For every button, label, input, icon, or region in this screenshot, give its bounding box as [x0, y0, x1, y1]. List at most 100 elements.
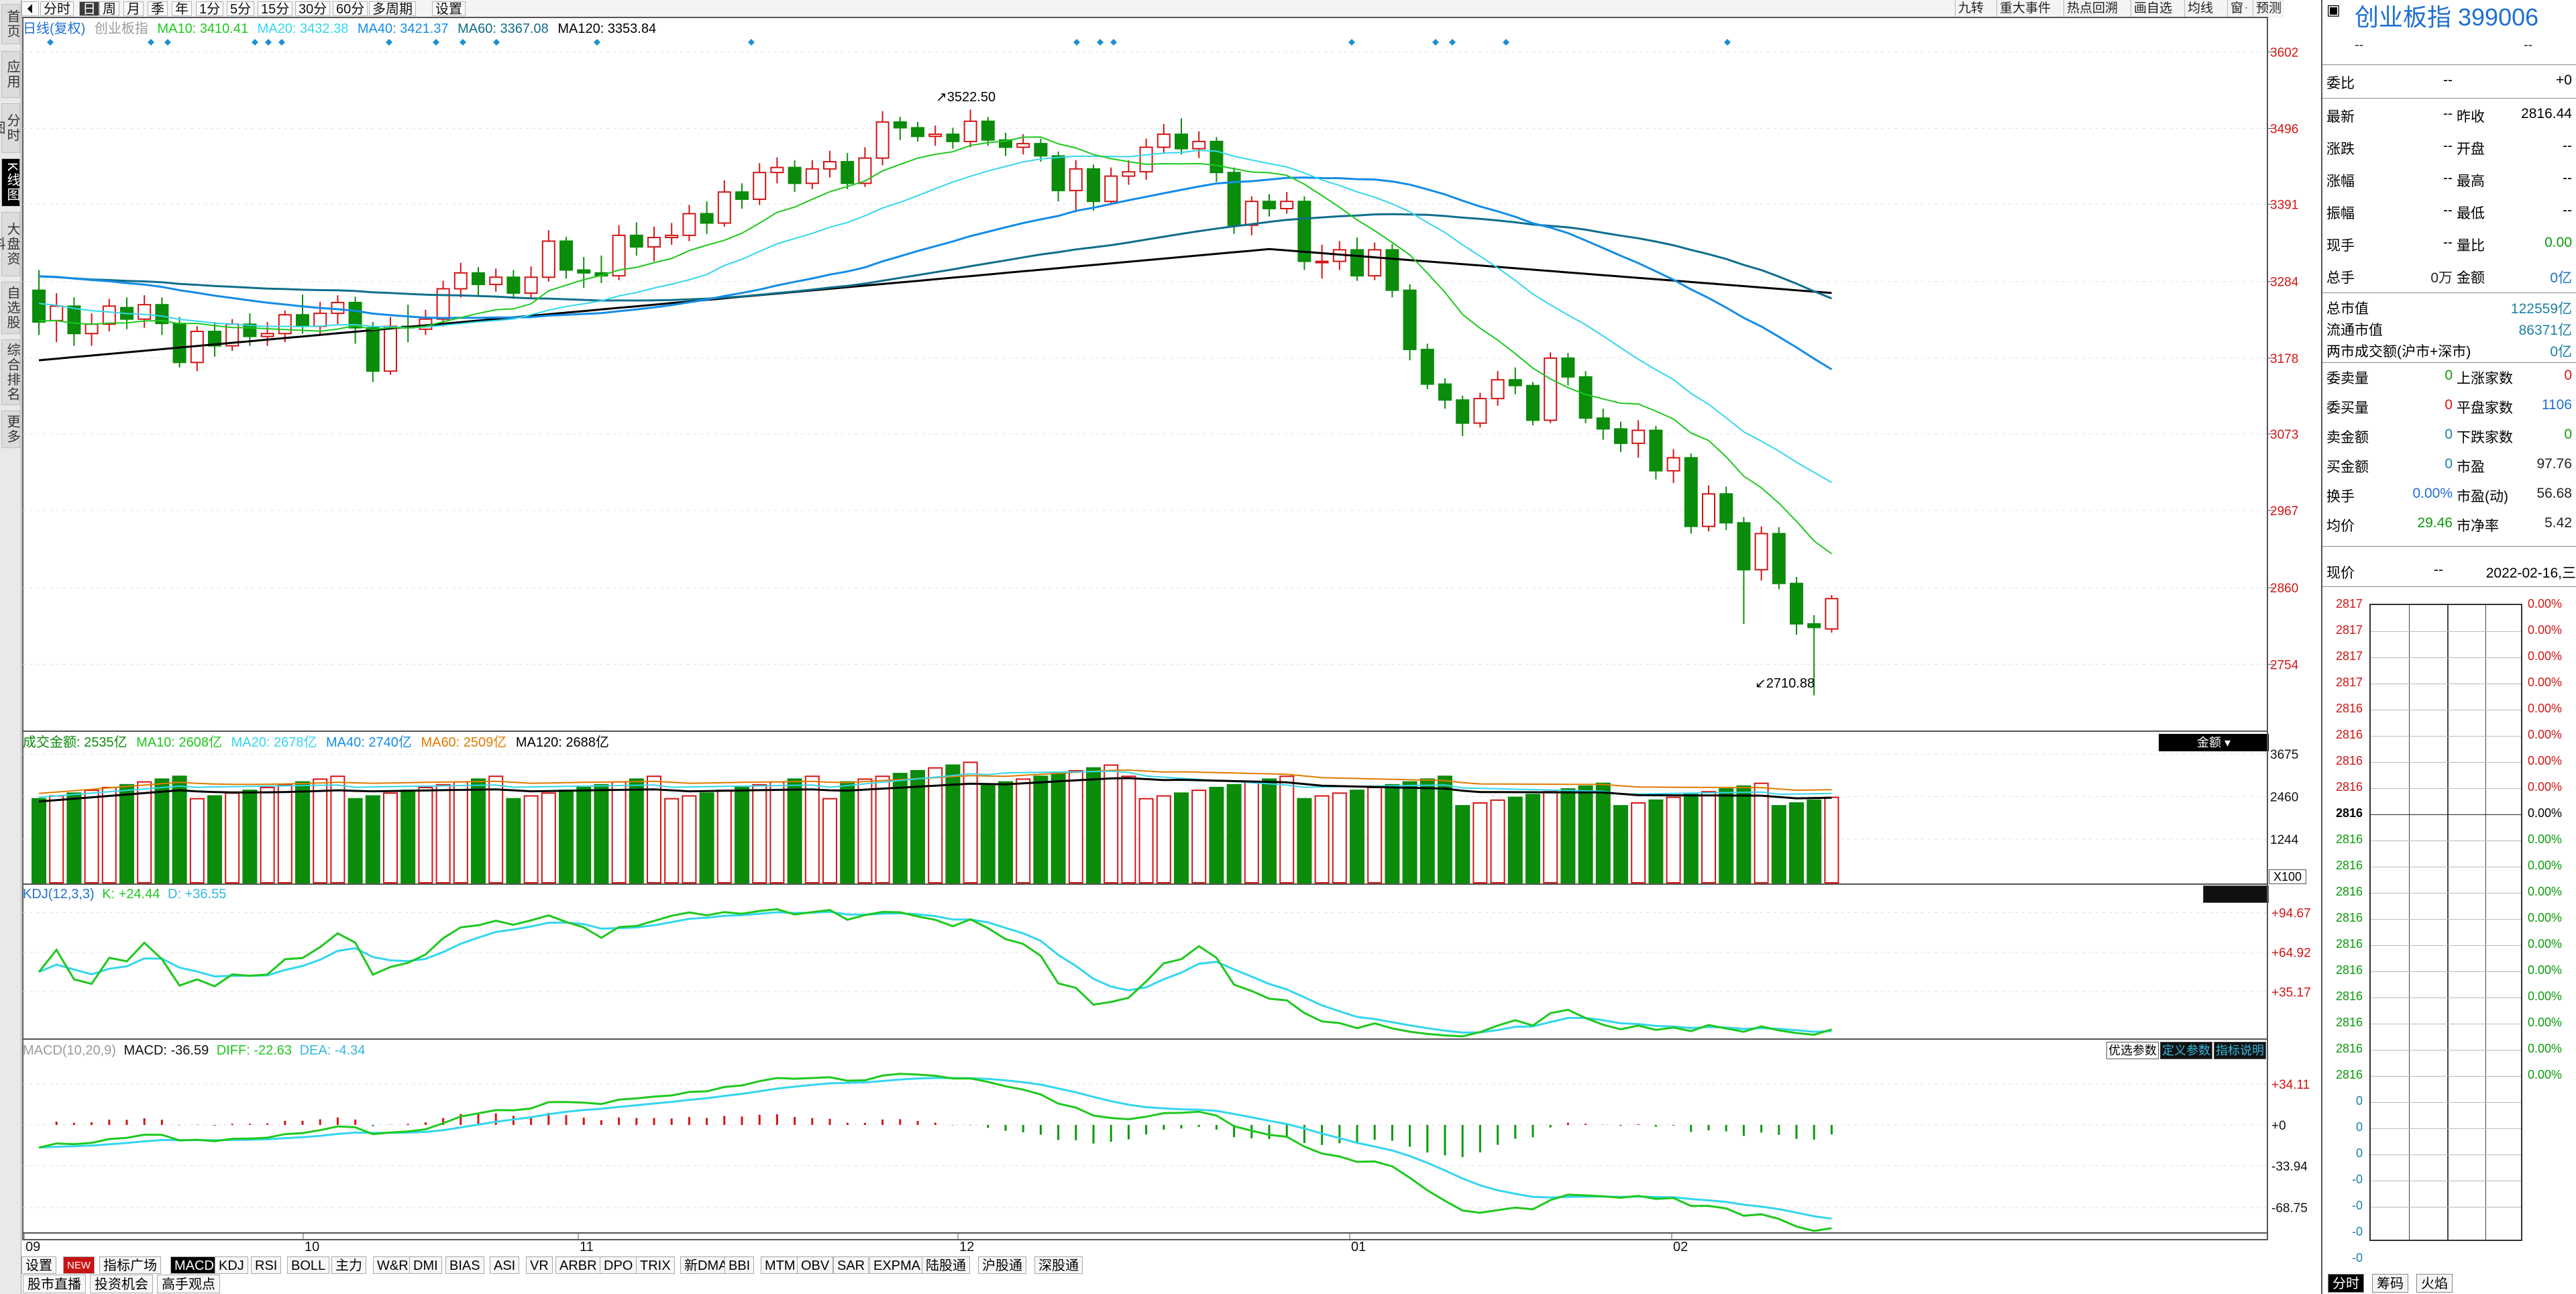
tool-2[interactable]: 热点回溯 — [2063, 0, 2121, 17]
period-tab-5[interactable]: 年 — [172, 1, 192, 17]
indicator-tab-6[interactable]: BOLL — [287, 1256, 330, 1274]
tool-6[interactable]: 预测 — [2253, 0, 2285, 17]
tool-5[interactable]: 窗 — [2227, 0, 2247, 17]
indicator-tab-1[interactable]: NEW — [63, 1256, 95, 1274]
volume-selector[interactable]: 金额 ▾ — [2159, 734, 2269, 751]
period-tab-1[interactable]: 日 — [79, 1, 99, 17]
period-tab-4[interactable]: 季 — [148, 1, 168, 17]
volume-bar — [1490, 799, 1505, 883]
event-marker — [265, 39, 272, 46]
kdj-label[interactable]: KDJ(12,3,3) — [23, 887, 95, 902]
macd-button-0[interactable]: 优选参数 — [2106, 1042, 2159, 1059]
indicator-tab-24[interactable]: 深股通 — [1034, 1256, 1083, 1274]
panel-menu-icon[interactable]: ▣ — [2326, 1, 2341, 18]
indicator-tab-9[interactable]: DMI — [409, 1256, 442, 1274]
sidebar-item-2[interactable]: 分时图 — [0, 103, 20, 153]
right_panel.rows2-label-4: 现手 — [2326, 238, 2355, 254]
indicator-tab-8[interactable]: W&R — [373, 1256, 413, 1274]
kdj-explain-button[interactable] — [2203, 885, 2269, 903]
back-arrow-icon[interactable]: ⏴ — [21, 1, 39, 17]
tool-0[interactable]: 九转 — [1955, 0, 1987, 17]
bottom-link-2[interactable]: 高手观点 — [157, 1275, 220, 1293]
indicator-tab-2[interactable]: 指标广场 — [99, 1256, 161, 1274]
volume-bar — [172, 775, 187, 883]
period-tab-2[interactable]: 周 — [99, 1, 119, 17]
macd-button-2[interactable]: 指标说明 — [2214, 1042, 2266, 1059]
volume-bar — [137, 781, 152, 883]
indicator-tab-21[interactable]: EXPMA — [869, 1256, 925, 1274]
volume-bar — [875, 775, 890, 883]
candle-body — [577, 269, 591, 274]
macd-button-1[interactable]: 定义参数 — [2160, 1042, 2212, 1059]
indicator-tab-14[interactable]: DPO — [600, 1256, 637, 1274]
indicator-tab-5[interactable]: RSI — [251, 1256, 282, 1274]
ma20-value: MA20: 3432.38 — [257, 21, 349, 36]
indicator-tab-13[interactable]: ARBR — [555, 1256, 601, 1274]
indicator-tab-12[interactable]: VR — [526, 1256, 553, 1274]
sidebar-item-5[interactable]: 自选股 — [1, 282, 20, 334]
sidebar-item-3[interactable]: K线图 — [1, 158, 20, 207]
bottom-link-1[interactable]: 投资机会 — [90, 1275, 153, 1293]
indicator-tab-20[interactable]: SAR — [833, 1256, 869, 1274]
indicator-tab-15[interactable]: TRIX — [636, 1256, 675, 1274]
volume-bar — [1402, 781, 1417, 883]
macd-label[interactable]: MACD(10,20,9) — [23, 1043, 116, 1058]
event-marker — [164, 39, 171, 46]
period-tab-8[interactable]: 15分 — [258, 1, 293, 17]
tool-1[interactable]: 重大事件 — [1996, 0, 2054, 17]
quote-date: 2022-02-16,三 — [2485, 565, 2576, 581]
sidebar-item-6[interactable]: 综合排名 — [1, 339, 20, 405]
candle-body — [1034, 143, 1048, 157]
indicator-tab-10[interactable]: BIAS — [445, 1256, 484, 1274]
sidebar-item-4[interactable]: 大盘资料 — [0, 212, 20, 276]
kline-label[interactable]: 日线(复权) — [23, 21, 86, 36]
indicator-tab-19[interactable]: OBV — [797, 1256, 834, 1274]
volume-tick-label: 1244 — [2270, 833, 2299, 847]
period-tab-12[interactable]: 设置 — [432, 1, 466, 17]
volume-bar — [716, 790, 732, 883]
right_panel.rows4-label-5: 均价 — [2326, 519, 2355, 534]
sidebar-item-7[interactable]: 更多 — [1, 411, 20, 448]
volume-bar — [1560, 788, 1576, 884]
indicator-tab-3[interactable]: MACD — [170, 1256, 218, 1274]
right_panel.rows4-label2-0: 上涨家数 — [2457, 371, 2513, 386]
period-tab-11[interactable]: 多周期 — [369, 1, 416, 17]
candle-body — [1772, 533, 1786, 584]
candle-body — [981, 120, 995, 141]
intraday-tab-2[interactable]: 火焰 — [2416, 1274, 2453, 1293]
sidebar-item-0[interactable]: 首页 — [1, 4, 20, 44]
bottom-link-0[interactable]: 股市直播 — [23, 1275, 86, 1293]
indicator-tab-11[interactable]: ASI — [490, 1256, 520, 1274]
sidebar-item-1[interactable]: 应用 — [1, 51, 20, 98]
intraday-tab-0[interactable]: 分时 — [2328, 1274, 2364, 1293]
intraday-right-tick-14: 0.00% — [2528, 963, 2563, 977]
indicator-tab-4[interactable]: KDJ — [215, 1256, 248, 1274]
right_panel.rows4-value-4: 0.00% — [2412, 486, 2453, 501]
candle-body — [1051, 155, 1065, 192]
indicator-tab-17[interactable]: BBI — [724, 1256, 755, 1274]
vol-ma20: MA20: 2678亿 — [231, 735, 317, 750]
volume-bar — [1438, 775, 1452, 883]
period-tab-10[interactable]: 60分 — [333, 1, 368, 17]
tool-4[interactable]: 均线 — [2184, 0, 2216, 17]
indicator-tab-0[interactable]: 设置 — [21, 1256, 56, 1274]
volume-bar — [154, 778, 170, 884]
period-tab-7[interactable]: 5分 — [227, 1, 255, 17]
indicator-tab-18[interactable]: MTM — [761, 1256, 800, 1274]
indicator-tab-7[interactable]: 主力 — [331, 1256, 366, 1274]
volume-tick-label: 3675 — [2270, 748, 2298, 762]
intraday-tab-1[interactable]: 筹码 — [2372, 1274, 2408, 1293]
period-tab-9[interactable]: 30分 — [295, 1, 331, 17]
indicator-tab-22[interactable]: 陆股通 — [922, 1256, 970, 1274]
period-tab-6[interactable]: 1分 — [196, 1, 224, 17]
period-tab-0[interactable]: 分时 — [40, 1, 74, 17]
period-tab-3[interactable]: 月 — [123, 1, 144, 17]
indicator-tab-23[interactable]: 沪股通 — [978, 1256, 1026, 1274]
candle-body — [1456, 399, 1470, 424]
price-tick-label: 3602 — [2270, 46, 2298, 60]
intraday-right-tick-17: 0.00% — [2528, 1042, 2563, 1055]
indicator-tab-16[interactable]: 新DMA — [680, 1256, 732, 1274]
tool-3[interactable]: 画自选 — [2131, 0, 2176, 17]
intraday-grid[interactable] — [2369, 604, 2522, 1241]
